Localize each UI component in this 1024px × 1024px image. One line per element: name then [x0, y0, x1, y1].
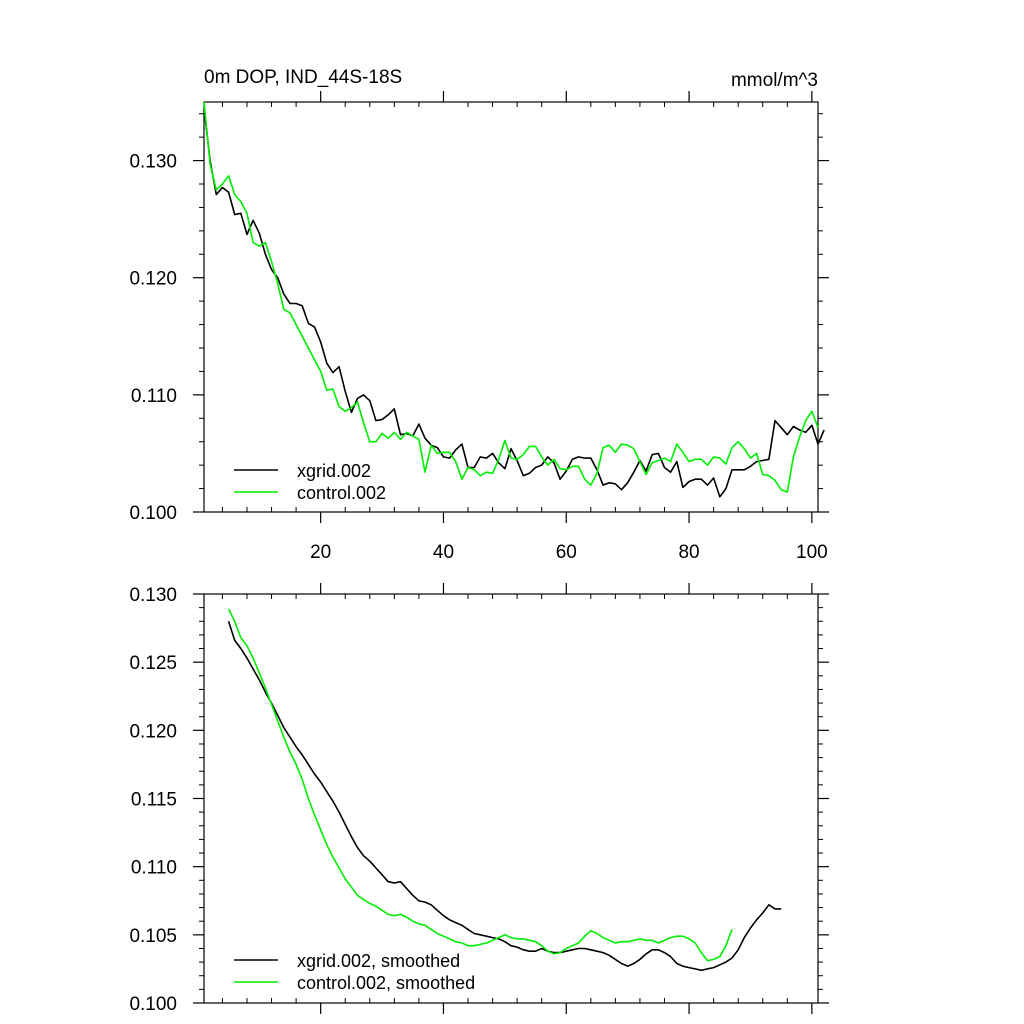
y-tick-label: 0.120	[129, 721, 177, 742]
legend-label: control.002, smoothed	[297, 973, 475, 993]
legend-label: control.002	[297, 483, 386, 503]
plot-frame	[203, 593, 819, 1004]
legend-label: xgrid.002, smoothed	[297, 951, 460, 971]
y-tick-label: 0.120	[129, 269, 177, 290]
plot-title: 0m DOP, IND_44S-18S	[204, 67, 402, 88]
x-tick-label: 40	[433, 542, 454, 563]
x-tick-label: 60	[556, 542, 577, 563]
x-tick-label: 20	[310, 542, 331, 563]
y-tick-label: 0.130	[129, 152, 177, 173]
panel-2: 0.100 0.105 0.110 0.115 0.120 0.125 0.130 xgrid…	[129, 583, 829, 1015]
y-tick-label: 0.125	[129, 653, 177, 674]
x-tick-label: 100	[796, 542, 828, 563]
legend-label: xgrid.002	[297, 461, 371, 481]
y-tick-label: 0.100	[129, 503, 177, 524]
plot-frame	[203, 101, 819, 513]
y-tick-label: 0.110	[131, 858, 177, 879]
x-tick-label: 80	[678, 542, 699, 563]
y-tick-label: 0.100	[129, 994, 177, 1015]
series-line-control-002-smoothed	[227, 608, 733, 962]
panel-1: 20 40 60 80 100 0.100 0.110 0.120 0.130 xgrid.002…	[129, 91, 829, 563]
series-line-xgrid-002-smoothed	[227, 621, 782, 972]
series-line-xgrid-002	[203, 107, 825, 498]
series-line-control-002	[203, 101, 819, 493]
y-tick-label: 0.130	[129, 585, 177, 606]
y-tick-label: 0.105	[129, 926, 177, 947]
y-tick-label: 0.110	[131, 386, 177, 407]
units-label: mmol/m^3	[731, 70, 818, 91]
y-tick-label: 0.115	[131, 790, 177, 811]
